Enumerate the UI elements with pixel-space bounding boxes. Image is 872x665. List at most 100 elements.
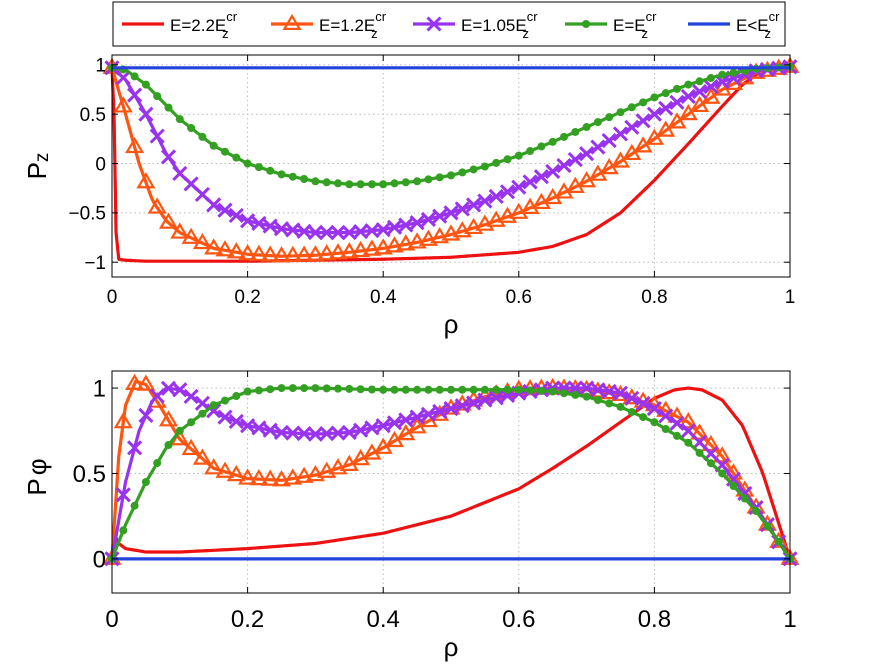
pphi-marker-E105	[240, 418, 256, 434]
pz-marker-E105	[499, 184, 516, 200]
pphi-marker-Ecr	[774, 537, 783, 546]
pz-ytick-label: 1	[95, 56, 106, 77]
pz-marker-E105	[658, 100, 674, 116]
pphi-marker-E12	[181, 438, 201, 456]
legend-label-base: E=1.05E	[461, 16, 527, 35]
pz-marker-Ecr	[706, 74, 715, 83]
pz-marker-E105	[127, 87, 143, 103]
pz-marker-Ecr	[571, 127, 580, 136]
pz-marker-Ecr	[560, 132, 568, 141]
pz-marker-Ecr	[526, 147, 535, 156]
pz-xtick-label: 1	[785, 287, 796, 308]
pphi-marker-Ecr	[548, 387, 557, 396]
pz-marker-Ecr	[164, 103, 173, 112]
pphi-marker-E105	[432, 403, 448, 419]
pz-marker-Ecr	[627, 103, 636, 112]
pphi-marker-Ecr	[356, 385, 365, 394]
legend-label-sup: cr	[226, 9, 238, 24]
pphi-marker-Ecr	[503, 385, 512, 394]
pz-marker-E105	[703, 79, 719, 95]
pphi-ylabel: Pφ	[22, 458, 52, 495]
pz-marker-Ecr	[187, 124, 196, 133]
pphi-marker-Ecr	[718, 469, 727, 478]
pz-marker-E105	[115, 70, 131, 86]
pphi-marker-Ecr	[322, 384, 331, 393]
pz-marker-E12	[486, 210, 506, 227]
pz-marker-E12	[678, 104, 698, 121]
pz-marker-E12	[328, 243, 348, 260]
legend-label-sup: cr	[527, 9, 539, 24]
pz-marker-Ecr	[729, 68, 738, 77]
legend-label-sub: z	[764, 26, 771, 41]
legend-label-base: E=1.2E	[319, 16, 375, 35]
pphi-marker-E105	[115, 487, 131, 503]
pphi-marker-E12	[238, 468, 258, 485]
pz-marker-E12	[113, 96, 133, 113]
pz-marker-Ecr	[379, 180, 388, 189]
pphi-marker-E105	[658, 408, 674, 424]
pphi-marker-Ecr	[673, 431, 681, 440]
pphi-marker-Ecr	[435, 385, 444, 394]
legend-label-base: E=E	[613, 16, 646, 35]
pz-marker-E105	[454, 201, 470, 217]
pz-marker-Ecr	[401, 178, 410, 187]
pz-marker-E12	[667, 112, 687, 129]
pphi-marker-Ecr	[593, 396, 602, 405]
pphi-marker-E12	[271, 470, 292, 487]
pphi-marker-E105	[353, 422, 369, 438]
pz-marker-Ecr	[424, 175, 433, 184]
pz-marker-E105	[319, 225, 335, 241]
pphi-marker-E105	[138, 407, 154, 423]
pz-marker-E105	[488, 188, 504, 204]
pz-marker-Ecr	[480, 162, 489, 171]
pz-marker-Ecr	[254, 163, 263, 172]
pphi-marker-Ecr	[514, 385, 523, 394]
pz-axes-frame	[111, 54, 791, 278]
pphi-marker-E12	[113, 412, 133, 429]
pphi-marker-Ecr	[130, 501, 139, 510]
pz-ylabel-main: P	[22, 162, 52, 179]
pz-marker-Ecr	[367, 180, 376, 189]
pphi-marker-E105	[567, 380, 583, 396]
pphi-marker-Ecr	[254, 386, 263, 395]
pz-marker-E12	[497, 206, 518, 223]
pphi-marker-E105	[624, 390, 640, 406]
pphi-marker-E105	[680, 423, 696, 439]
pz-marker-E12	[384, 236, 405, 253]
pz-marker-E105	[692, 83, 708, 100]
pphi-xtick-label: 0.8	[638, 606, 671, 633]
pz-marker-Ecr	[447, 171, 455, 180]
pphi-marker-E105	[601, 383, 617, 400]
pz-marker-E105	[262, 218, 278, 234]
pz-marker-E12	[362, 239, 382, 256]
pphi-marker-E12	[249, 468, 269, 486]
pz-series	[102, 56, 800, 263]
legend-label-sub: z	[641, 26, 648, 41]
pphi-marker-Ecr	[650, 418, 659, 427]
pz-marker-E12	[441, 224, 461, 241]
pz-marker-E105	[567, 152, 583, 168]
pz-marker-E12	[158, 212, 179, 229]
legend-marker-Ecr	[582, 20, 590, 28]
pz-marker-E12	[407, 232, 427, 249]
pphi-marker-E105	[443, 401, 459, 417]
pphi-marker-E105	[477, 392, 493, 408]
pz-xtick-label: 0.4	[370, 287, 397, 308]
pz-marker-E105	[149, 128, 165, 144]
pphi-marker-Ecr	[729, 481, 738, 490]
pphi-xtick-label: 0	[105, 606, 118, 633]
pphi-xtick-label: 1	[783, 606, 796, 633]
pz-marker-Ecr	[537, 142, 546, 151]
pphi-xlabel: ρ	[444, 632, 459, 662]
pz-marker-E12	[238, 244, 258, 261]
pz-marker-E105	[138, 106, 154, 122]
pz-ytick-label: 0	[95, 154, 106, 175]
pphi-marker-E105	[635, 395, 651, 412]
pz-marker-E105	[409, 215, 425, 231]
pphi-marker-Ecr	[526, 386, 535, 395]
pphi-marker-Ecr	[401, 385, 410, 394]
pz-marker-E105	[477, 193, 493, 209]
pz-marker-E105	[680, 88, 696, 105]
pz-marker-Ecr	[582, 123, 591, 132]
